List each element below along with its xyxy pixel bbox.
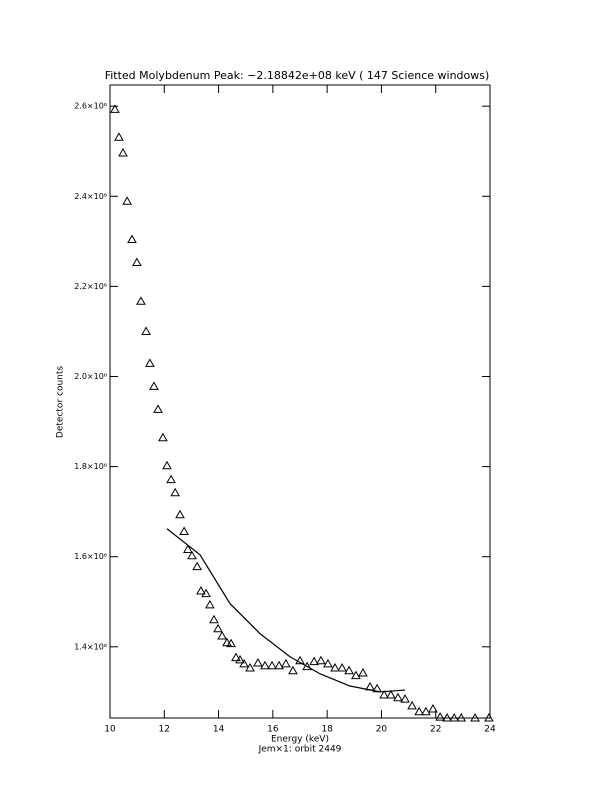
data-point — [235, 654, 245, 664]
data-point — [330, 662, 340, 672]
x-tick-label: 16 — [267, 725, 279, 735]
data-point — [386, 690, 396, 699]
y-tick-label: 1.4×10⁶ — [74, 642, 107, 651]
y-tick-label: 2.4×10⁶ — [74, 192, 107, 201]
data-point — [281, 658, 291, 668]
data-point — [245, 662, 255, 672]
data-point — [407, 700, 417, 710]
data-point — [274, 660, 284, 670]
data-point — [217, 630, 227, 640]
x-tick-label: 22 — [430, 725, 441, 735]
data-point — [267, 660, 277, 670]
data-point — [145, 358, 155, 367]
y-tick-label: 1.6×10⁶ — [74, 552, 107, 561]
data-point — [122, 196, 132, 205]
data-point — [449, 712, 460, 722]
data-point — [239, 658, 249, 668]
x-tick-label: 18 — [321, 725, 333, 735]
data-point — [295, 655, 305, 665]
data-point — [428, 703, 438, 713]
data-point — [149, 381, 159, 390]
data-point — [179, 526, 189, 535]
data-point — [209, 614, 219, 624]
fit-curve — [166, 528, 406, 693]
data-point — [201, 588, 211, 598]
x-tick-label: 24 — [484, 725, 496, 735]
data-point — [442, 712, 452, 722]
data-point — [158, 432, 168, 442]
data-point — [316, 655, 326, 665]
x-tick-label: 20 — [376, 725, 388, 735]
data-point — [351, 670, 361, 680]
data-point — [302, 661, 312, 671]
data-point — [213, 623, 223, 633]
data-point — [127, 234, 137, 244]
data-point — [288, 665, 298, 675]
data-point — [183, 544, 193, 553]
data-point — [470, 712, 480, 722]
data-point — [222, 637, 232, 647]
subtitle: Jem×1: orbit 2449 — [258, 745, 342, 755]
x-tick-label: 12 — [159, 725, 170, 735]
y-tick-label: 2.2×10⁶ — [74, 282, 107, 291]
data-point — [175, 509, 185, 519]
data-point — [141, 326, 151, 335]
data-point — [393, 692, 403, 702]
data-point — [253, 658, 263, 667]
data-point — [118, 148, 128, 157]
data-point — [421, 706, 431, 716]
data-point — [414, 706, 425, 716]
y-tick-label: 1.8×10⁶ — [74, 462, 107, 471]
x-tick-label: 14 — [213, 725, 225, 735]
data-point — [260, 660, 270, 670]
y-tick-label: 2.0×10⁶ — [74, 372, 107, 381]
data-point — [456, 712, 467, 722]
data-point — [132, 257, 142, 267]
data-point — [162, 460, 172, 470]
data-point — [110, 104, 120, 113]
data-point — [136, 296, 146, 305]
x-axis-label: Energy (keV) — [271, 735, 329, 745]
plot-frame — [109, 84, 491, 719]
chart-title: Fitted Molybdenum Peak: −2.18842e+08 keV… — [105, 69, 490, 82]
data-point — [205, 599, 215, 609]
data-point — [192, 561, 202, 571]
data-point — [153, 404, 163, 413]
data-point — [379, 690, 390, 699]
data-point — [231, 652, 241, 662]
y-tick-label: 2.6×10⁶ — [74, 102, 107, 111]
data-point — [344, 665, 354, 675]
data-point — [358, 667, 368, 677]
data-point — [166, 474, 176, 484]
data-point — [309, 656, 319, 666]
data-point — [187, 550, 197, 560]
data-point — [114, 132, 124, 141]
x-tick-label: 10 — [104, 725, 116, 735]
data-point — [170, 487, 181, 497]
data-point — [323, 658, 333, 668]
data-point — [484, 712, 494, 722]
data-point — [196, 585, 206, 595]
data-point — [400, 694, 410, 703]
y-axis-label: Detector counts — [56, 366, 66, 438]
data-point — [226, 638, 236, 648]
data-point — [337, 662, 347, 672]
data-point — [435, 712, 445, 721]
